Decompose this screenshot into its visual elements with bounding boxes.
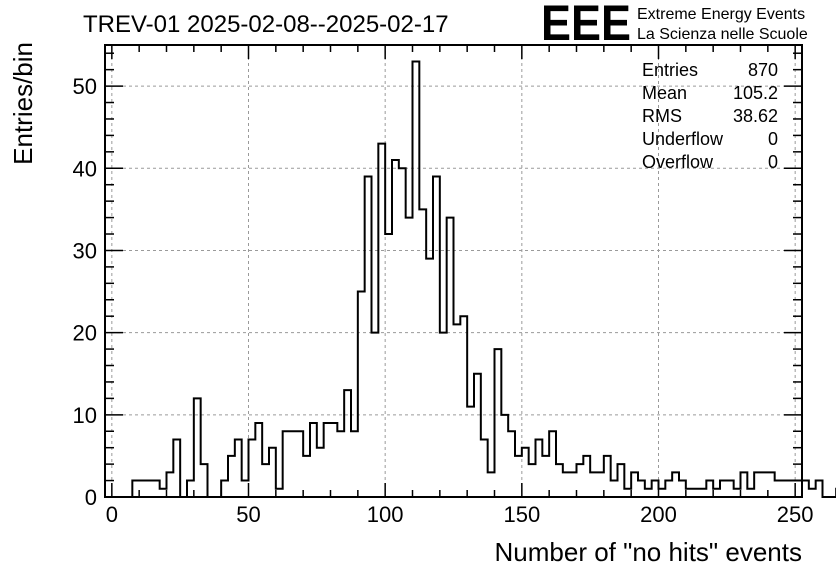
x-tick-label: 150: [503, 502, 540, 527]
y-tick-label: 20: [73, 321, 97, 346]
y-axis-label: Entries/bin: [8, 42, 38, 165]
histogram-series: [131, 60, 836, 498]
stats-entries-value: 870: [748, 60, 778, 80]
stats-overflow-value: 0: [768, 152, 778, 172]
axis-tick-labels: 0 50 100 150 200 250 0 10 20 30 40 50: [73, 74, 814, 527]
y-tick-label: 10: [73, 403, 97, 428]
logo-mark: EEE: [541, 0, 631, 51]
stats-mean-value: 105.2: [733, 83, 778, 103]
x-tick-label: 50: [236, 502, 260, 527]
y-tick-label: 40: [73, 156, 97, 181]
x-tick-label: 200: [640, 502, 677, 527]
y-tick-label: 50: [73, 74, 97, 99]
stats-rms-value: 38.62: [733, 106, 778, 126]
x-tick-label: 250: [777, 502, 814, 527]
stats-mean-label: Mean: [642, 83, 687, 103]
stats-overflow-label: Overflow: [642, 152, 714, 172]
logo-line-1: Extreme Energy Events: [637, 6, 805, 23]
y-tick-label: 0: [85, 485, 97, 510]
stats-box: Entries 870 Mean 105.2 RMS 38.62 Underfl…: [642, 60, 778, 172]
chart-title: TREV-01 2025-02-08--2025-02-17: [83, 11, 449, 38]
stats-underflow-value: 0: [768, 129, 778, 149]
stats-entries-label: Entries: [642, 60, 698, 80]
stats-underflow-label: Underflow: [642, 129, 724, 149]
logo: EEE Extreme Energy Events La Scienza nel…: [541, 0, 808, 51]
axis-ticks: [105, 45, 802, 498]
plot-frame: [104, 44, 803, 498]
x-tick-label: 100: [367, 502, 404, 527]
logo-line-2: La Scienza nelle Scuole: [637, 26, 808, 43]
stats-rms-label: RMS: [642, 106, 682, 126]
x-axis-label: Number of "no hits" events: [495, 537, 803, 567]
x-tick-label: 0: [106, 502, 118, 527]
y-tick-label: 30: [73, 238, 97, 263]
